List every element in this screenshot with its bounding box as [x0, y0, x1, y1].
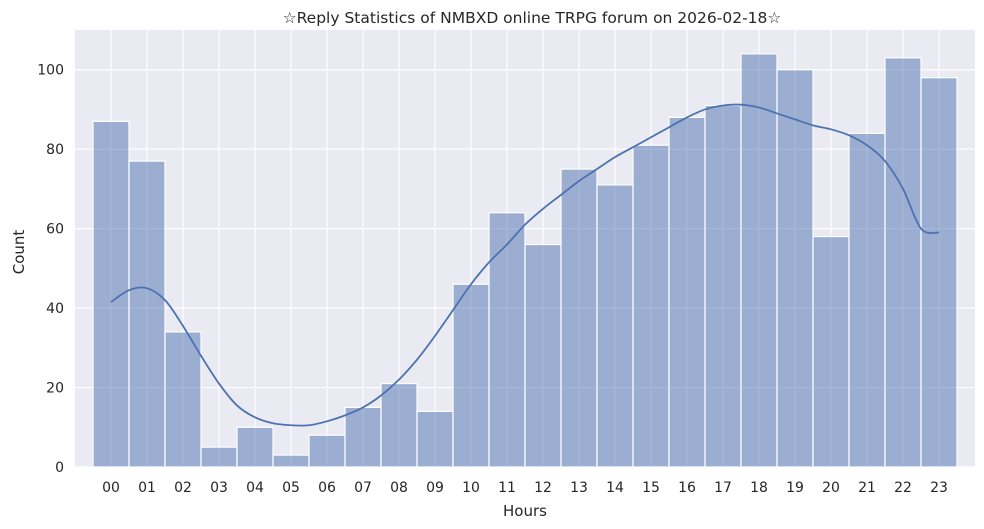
- x-tick-label: 09: [426, 480, 444, 496]
- x-tick-label: 07: [354, 480, 372, 496]
- x-tick-label: 23: [930, 480, 948, 496]
- y-tick-label: 60: [46, 222, 64, 238]
- x-tick-label: 15: [642, 480, 660, 496]
- histogram-bar: [524, 243, 562, 468]
- histogram-bar: [884, 57, 922, 468]
- x-tick-label: 16: [678, 480, 696, 496]
- histogram-bar: [380, 382, 418, 468]
- x-tick-labels: 00 01 02 03 04 05 06 07 08 09 10 11 12 13 14 15 16 17 18 19…: [102, 480, 948, 496]
- histogram-bar: [164, 331, 202, 468]
- x-tick-label: 22: [894, 480, 912, 496]
- x-tick-label: 01: [138, 480, 156, 496]
- chart-title: ☆Reply Statistics of NMBXD online TRPG f…: [283, 9, 782, 27]
- x-tick-label: 14: [606, 480, 624, 496]
- histogram-bar: [704, 104, 742, 468]
- histogram-bar: [128, 160, 166, 468]
- x-tick-label: 06: [318, 480, 336, 496]
- histogram-bar: [848, 132, 886, 468]
- histogram-bar: [344, 406, 382, 468]
- histogram-bar: [668, 116, 706, 468]
- x-tick-label: 17: [714, 480, 732, 496]
- histogram-bar: [236, 426, 274, 468]
- histogram-bar: [920, 77, 958, 468]
- x-axis-label: Hours: [503, 502, 547, 520]
- x-tick-label: 00: [102, 480, 120, 496]
- histogram-bar: [632, 144, 670, 468]
- x-tick-label: 11: [498, 480, 516, 496]
- x-tick-label: 20: [822, 480, 840, 496]
- y-tick-label: 100: [37, 63, 64, 79]
- histogram-bar: [776, 69, 814, 468]
- histogram-bars: [92, 53, 958, 468]
- y-tick-labels: 0 20 40 60 80 100: [37, 63, 64, 476]
- histogram-bar: [200, 446, 238, 468]
- histogram-bar: [596, 184, 634, 468]
- y-tick-label: 80: [46, 142, 64, 158]
- x-tick-label: 18: [750, 480, 768, 496]
- x-tick-label: 13: [570, 480, 588, 496]
- x-tick-label: 05: [282, 480, 300, 496]
- y-tick-label: 20: [46, 381, 64, 397]
- x-tick-label: 02: [174, 480, 192, 496]
- x-tick-label: 03: [210, 480, 228, 496]
- x-tick-label: 21: [858, 480, 876, 496]
- y-tick-label: 40: [46, 301, 64, 317]
- x-tick-label: 19: [786, 480, 804, 496]
- histogram-bar: [740, 53, 778, 468]
- kde-curve: [110, 103, 940, 427]
- x-tick-label: 04: [246, 480, 264, 496]
- histogram-bar: [272, 454, 310, 468]
- y-tick-label: 0: [55, 460, 64, 476]
- histogram-bar: [560, 168, 598, 468]
- x-tick-label: 12: [534, 480, 552, 496]
- x-tick-label: 10: [462, 480, 480, 496]
- histogram-bar: [452, 283, 490, 468]
- x-tick-label: 08: [390, 480, 408, 496]
- histogram-bar: [488, 212, 526, 468]
- histogram-bar: [308, 434, 346, 468]
- histogram-bar: [812, 235, 850, 468]
- y-axis-label: Count: [10, 230, 28, 275]
- histogram-bar: [416, 410, 454, 468]
